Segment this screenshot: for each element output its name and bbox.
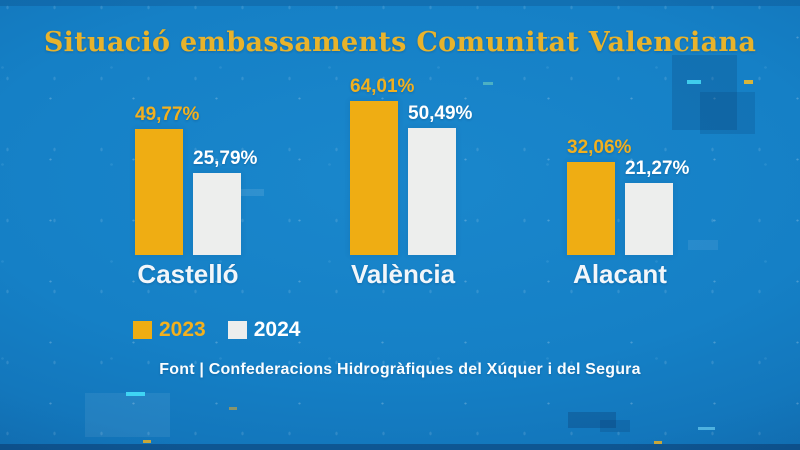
bar-value-label: 21,27% [625,158,690,179]
bar-2023-castello [135,129,183,255]
bar-col-valencia-2024: 50,49% [408,104,472,255]
chart-title: Situació embassaments Comunitat Valencia… [43,27,757,58]
legend-swatch-2023 [133,320,152,339]
glitch-artifact [143,440,151,443]
bar-col-castello-2023: 49,77% [135,105,199,255]
glitch-artifact [698,427,715,430]
bar-value-label: 25,79% [193,148,258,169]
bar-col-alacant-2024: 21,27% [625,159,689,255]
legend-item-2023: 2023 [133,319,206,340]
glitch-artifact [126,392,145,396]
glitch-artifact [744,80,753,84]
bar-2024-alacant [625,183,673,255]
glitch-artifact [672,55,737,130]
bar-2023-alacant [567,162,615,255]
bar-2023-valencia [350,101,398,255]
bar-2024-valencia [408,128,456,255]
glitch-artifact [687,80,701,84]
bar-value-label: 64,01% [350,76,415,97]
bar-value-label: 50,49% [408,103,473,124]
bar-group-castello: 49,77% 25,79% Castelló [135,105,257,289]
legend: 2023 2024 [133,319,300,340]
source-note: Font | Confederacions Hidrogràfiques del… [159,361,641,378]
glitch-artifact [600,420,630,432]
glitch-artifact [688,240,718,250]
legend-label-2023: 2023 [159,318,206,341]
glitch-artifact [700,92,755,134]
bar-col-valencia-2023: 64,01% [350,77,414,255]
category-label-valencia: València [350,259,456,289]
legend-item-2024: 2024 [227,318,301,341]
glitch-artifact [229,407,237,410]
category-label-castello: Castelló [137,259,239,289]
glitch-artifact [0,444,800,450]
bar-value-label: 32,06% [567,137,632,158]
glitch-artifact [0,0,800,6]
glitch-artifact [85,393,170,437]
glitch-artifact [568,412,616,428]
bar-group-valencia: 64,01% 50,49% València [350,77,472,289]
bar-col-castello-2024: 25,79% [193,149,257,255]
legend-label-2024: 2024 [253,318,301,341]
bar-col-alacant-2023: 32,06% [567,138,631,255]
glitch-artifact [654,441,662,444]
glitch-artifact [238,189,264,196]
glitch-artifact [483,82,493,85]
bar-2024-castello [193,173,241,255]
category-label-alacant: Alacant [573,259,667,289]
legend-swatch-2024 [227,320,247,339]
bar-value-label: 49,77% [135,104,200,125]
bar-group-alacant: 32,06% 21,27% Alacant [567,138,689,289]
